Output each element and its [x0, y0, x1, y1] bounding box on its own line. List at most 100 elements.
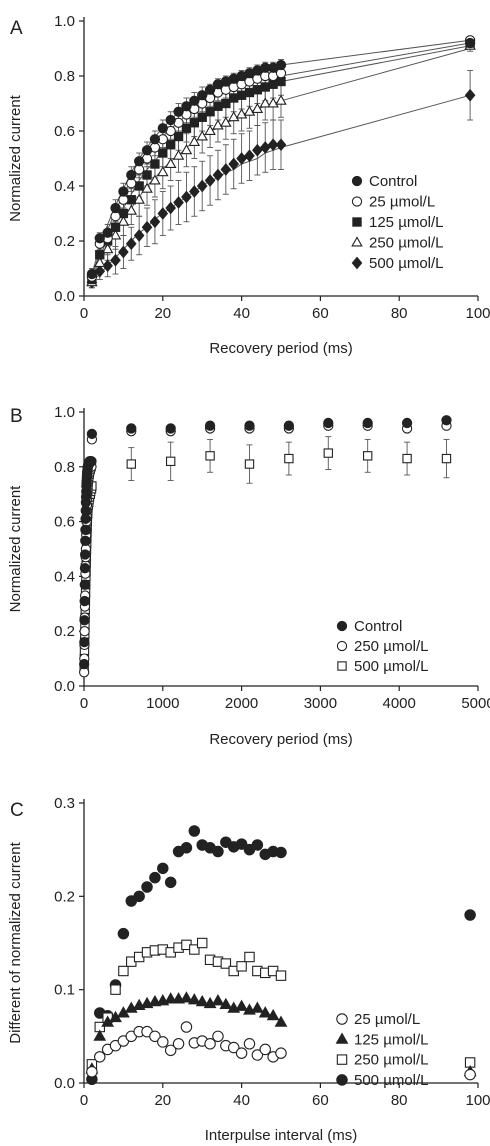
y-tick-label: 0.0 — [54, 678, 75, 695]
data-point — [126, 423, 137, 434]
data-point — [86, 456, 97, 467]
data-point — [323, 417, 334, 429]
y-tick-label: 0.2 — [54, 623, 75, 640]
legend-label: 250 µmol/L — [354, 1052, 429, 1069]
data-point — [219, 997, 233, 1010]
data-point — [204, 1038, 216, 1050]
data-point — [79, 549, 91, 560]
data-point — [441, 453, 452, 464]
data-point — [141, 881, 153, 893]
data-point — [133, 229, 145, 242]
data-point — [125, 204, 138, 215]
x-tick-label: 60 — [312, 1092, 329, 1109]
legend-label: 500 µmol/L — [354, 1072, 429, 1089]
data-point — [149, 215, 161, 229]
legend: Control 250 µmol/L 500 µmol/L — [336, 618, 429, 675]
data-point — [244, 951, 255, 963]
data-point — [141, 182, 153, 193]
y-tick-label: 0.1 — [54, 982, 75, 999]
legend-marker — [352, 217, 362, 227]
data-point — [94, 264, 106, 278]
data-point — [196, 130, 208, 141]
data-point — [227, 1041, 240, 1054]
data-point — [109, 229, 122, 240]
data-point — [110, 984, 121, 995]
data-point — [173, 196, 184, 209]
data-point — [235, 108, 248, 119]
data-point — [283, 420, 295, 431]
y-tick-label: 0.4 — [54, 568, 75, 585]
legend-label: 500 µmol/L — [369, 255, 444, 272]
data-point — [236, 961, 247, 972]
data-point — [164, 157, 177, 168]
legend-marker — [351, 175, 363, 187]
legend-label: 250 µmol/L — [354, 638, 429, 655]
data-point — [189, 118, 200, 128]
x-tick-label: 0 — [80, 305, 88, 322]
legend-label: 25 µmol/L — [354, 1011, 420, 1028]
panel-label: B — [10, 406, 23, 427]
legend: 25 µmol/L 125 µmol/L 250 µmol/L 500 µmol/L — [335, 1011, 429, 1089]
y-tick-label: 0.2 — [54, 888, 75, 905]
data-point — [86, 428, 98, 440]
data-point — [243, 105, 256, 116]
data-point — [101, 243, 114, 254]
y-tick-label: 0.6 — [54, 123, 75, 140]
legend-marker — [336, 1013, 348, 1025]
panel-a: A 0.0 0.2 0.4 0.6 0.8 1.0 0 20 40 60 80 100 Recovery … — [7, 13, 490, 357]
data-point — [323, 448, 333, 458]
data-point — [204, 174, 216, 187]
data-point — [276, 76, 286, 87]
x-tick-label: 40 — [233, 305, 250, 322]
data-point — [259, 1043, 271, 1056]
data-point — [165, 456, 176, 467]
data-point — [464, 909, 476, 921]
data-point — [172, 1038, 185, 1050]
y-axis-title: Normalized current — [7, 485, 24, 613]
panel-c: C 0.0 0.1 0.2 0.3 0 20 40 60 80 100 Interpulse inte… — [7, 795, 490, 1144]
data-point — [268, 79, 278, 89]
data-point — [181, 101, 192, 112]
y-axis-title: Different of normalized current — [7, 841, 24, 1043]
x-tick-label: 1000 — [146, 695, 179, 712]
panel-label: C — [10, 800, 24, 821]
data-point — [157, 862, 169, 875]
x-tick-label: 3000 — [304, 695, 337, 712]
data-point — [180, 144, 193, 155]
data-point — [180, 1021, 193, 1033]
data-point — [172, 149, 185, 160]
legend-label: 250 µmol/L — [369, 235, 444, 252]
data-point — [196, 937, 208, 949]
data-point — [220, 116, 232, 127]
data-point — [79, 595, 90, 607]
data-point — [259, 97, 272, 108]
data-point — [94, 233, 105, 244]
data-point — [251, 102, 264, 113]
legend-label: 125 µmol/L — [369, 214, 444, 231]
y-tick-label: 0.8 — [54, 459, 75, 476]
data-point — [220, 163, 232, 176]
data-point — [79, 579, 90, 590]
data-point — [150, 159, 160, 169]
data-point — [158, 148, 168, 158]
y-tick-label: 0.4 — [54, 178, 75, 195]
data-point — [110, 253, 121, 267]
x-axis-title: Interpulse interval (ms) — [205, 1127, 358, 1144]
data-point — [229, 93, 239, 103]
data-point — [86, 268, 98, 280]
x-tick-label: 40 — [233, 1092, 250, 1109]
data-point — [401, 417, 413, 429]
data-point — [267, 97, 279, 108]
data-point — [441, 415, 452, 426]
data-point — [236, 90, 247, 100]
data-point — [235, 999, 249, 1011]
data-point — [134, 156, 145, 167]
data-point — [142, 170, 152, 180]
data-point — [181, 190, 192, 204]
data-point — [212, 168, 224, 182]
data-point — [164, 1044, 177, 1057]
data-point — [274, 1015, 288, 1027]
x-tick-label: 20 — [154, 305, 171, 322]
data-point — [235, 838, 248, 850]
